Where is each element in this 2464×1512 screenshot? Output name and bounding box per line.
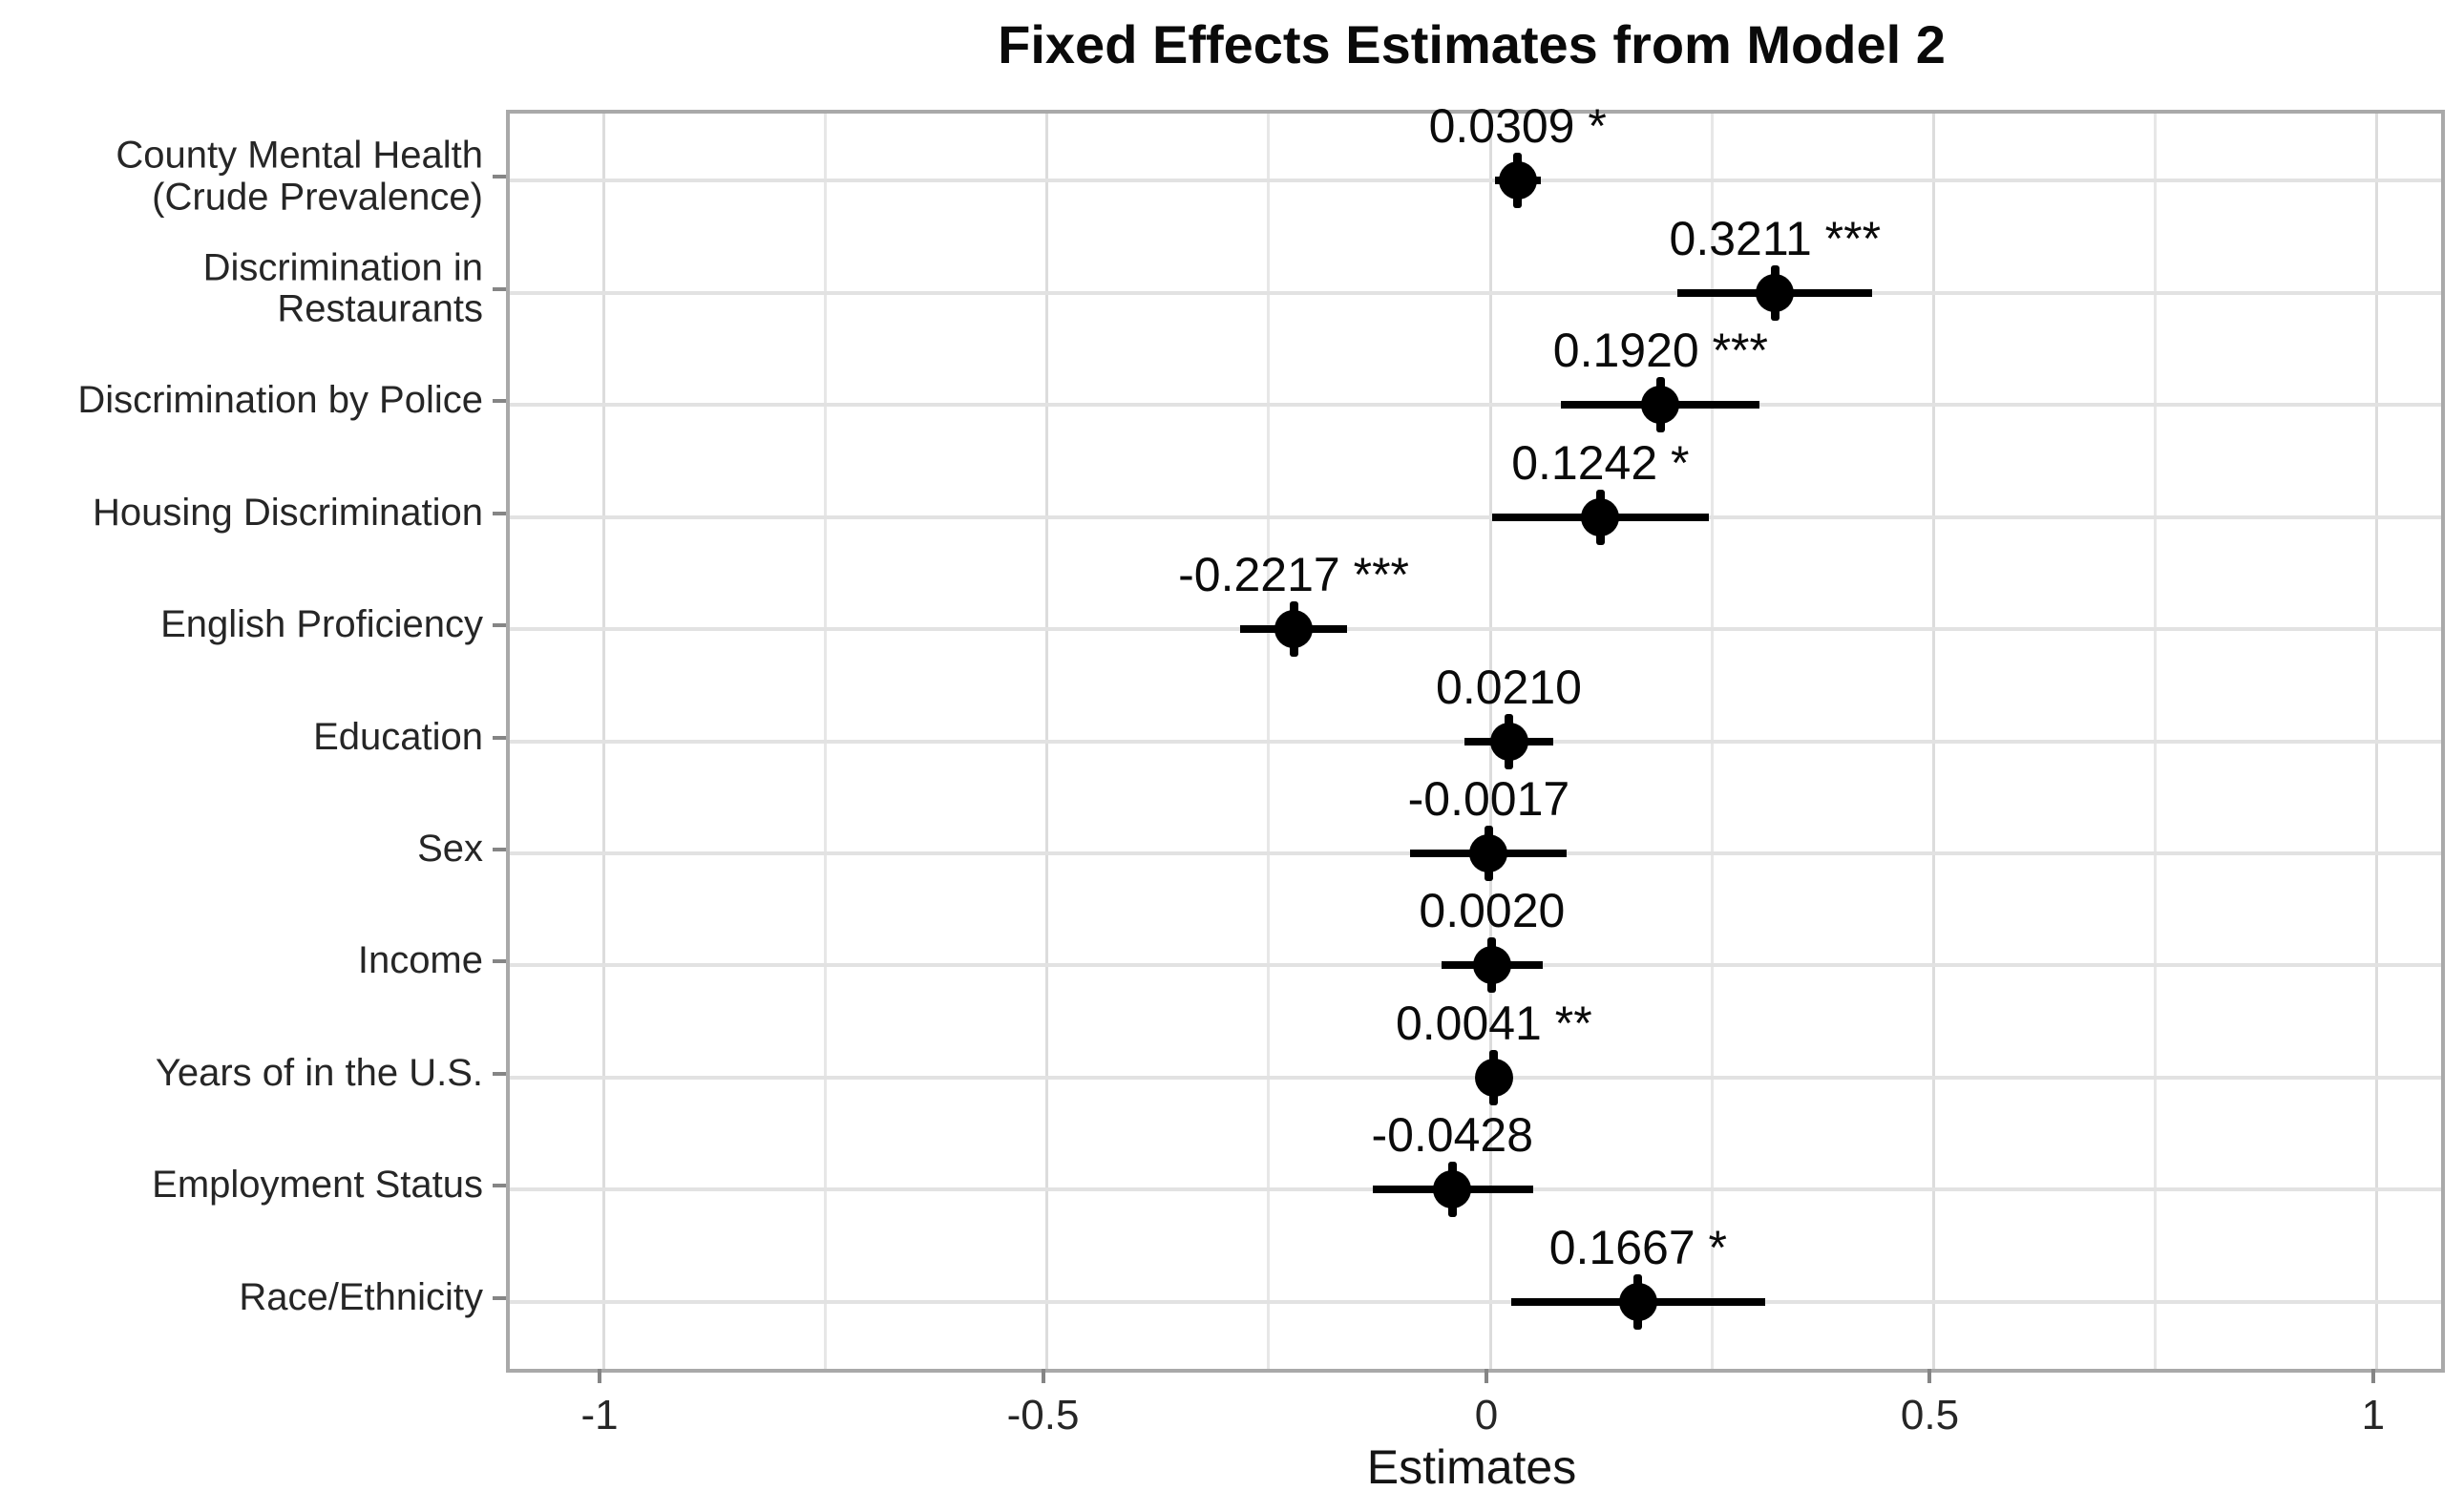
estimate-value-label: 0.1667 * bbox=[1548, 1220, 1727, 1274]
x-axis-tick bbox=[1927, 1369, 1932, 1383]
plot-title: Fixed Effects Estimates from Model 2 bbox=[998, 14, 1946, 74]
x-axis-tick-label: -0.5 bbox=[1006, 1392, 1080, 1438]
y-axis-tick bbox=[493, 175, 506, 179]
y-axis-tick bbox=[493, 511, 506, 515]
estimate-point bbox=[1489, 722, 1528, 761]
row-gridline bbox=[510, 627, 2441, 632]
x-axis-tick bbox=[598, 1369, 602, 1383]
y-axis-tick bbox=[493, 847, 506, 851]
estimate-point bbox=[1498, 161, 1537, 200]
y-axis-category-label: Discrimination by Police bbox=[77, 379, 483, 422]
estimate-point bbox=[1474, 1058, 1513, 1097]
y-axis-tick bbox=[493, 399, 506, 404]
x-axis-tick-label: 0.5 bbox=[1900, 1392, 1960, 1438]
y-axis-category-label: Race/Ethnicity bbox=[239, 1275, 483, 1318]
x-axis-tick bbox=[2370, 1369, 2375, 1383]
estimate-value-label: -0.2217 *** bbox=[1178, 548, 1409, 602]
y-axis-tick bbox=[493, 286, 506, 291]
row-gridline bbox=[510, 403, 2441, 408]
estimate-value-label: 0.0020 bbox=[1419, 884, 1566, 938]
x-axis-tick bbox=[1041, 1369, 1045, 1383]
x-axis-tick bbox=[1485, 1369, 1488, 1383]
y-axis-category-label: County Mental Health (Crude Prevalence) bbox=[116, 134, 483, 219]
y-axis-tick bbox=[493, 1071, 506, 1076]
y-axis-tick bbox=[493, 735, 506, 740]
estimate-point bbox=[1618, 1282, 1657, 1321]
estimate-point bbox=[1641, 386, 1680, 425]
y-axis-category-label: Sex bbox=[417, 828, 483, 871]
estimate-value-label: 0.3211 *** bbox=[1669, 211, 1882, 265]
estimate-value-label: 0.0210 bbox=[1436, 660, 1582, 714]
x-axis-tick-label: 0 bbox=[1474, 1392, 1499, 1438]
estimate-point bbox=[1756, 273, 1795, 312]
estimate-point bbox=[1274, 610, 1314, 649]
estimate-value-label: 0.1920 *** bbox=[1552, 324, 1768, 378]
y-axis-category-label: Employment Status bbox=[152, 1164, 483, 1207]
row-gridline bbox=[510, 178, 2441, 183]
x-axis-title: Estimates bbox=[1366, 1440, 1577, 1494]
y-axis-category-label: Education bbox=[313, 715, 483, 758]
estimate-value-label: 0.0041 ** bbox=[1395, 996, 1592, 1050]
y-axis-category-label: Income bbox=[357, 939, 483, 982]
row-gridline bbox=[510, 514, 2441, 519]
estimate-point bbox=[1472, 946, 1511, 985]
estimate-point bbox=[1433, 1170, 1472, 1209]
y-axis-category-label: Discrimination in Restaurants bbox=[202, 246, 483, 330]
estimate-point bbox=[1581, 497, 1620, 536]
row-gridline bbox=[510, 290, 2441, 295]
estimate-value-label: -0.0017 bbox=[1407, 771, 1570, 826]
row-gridline bbox=[510, 1299, 2441, 1304]
y-axis-tick bbox=[493, 1295, 506, 1300]
y-axis-category-label: Years of in the U.S. bbox=[155, 1051, 483, 1094]
y-axis-tick bbox=[493, 623, 506, 628]
y-axis-tick bbox=[493, 959, 506, 964]
estimate-value-label: 0.1242 * bbox=[1511, 435, 1690, 490]
plot-panel: 0.0309 * 0.3211 *** 0.1920 *** 0.1242 * -0.2… bbox=[506, 102, 2445, 1373]
estimate-value-label: -0.0428 bbox=[1371, 1108, 1534, 1163]
estimate-value-label: 0.0309 * bbox=[1428, 99, 1607, 154]
x-axis-tick-label: -1 bbox=[580, 1392, 619, 1438]
y-axis-category-label: English Proficiency bbox=[160, 603, 483, 646]
estimate-point bbox=[1469, 833, 1508, 872]
y-axis-category-label: Housing Discrimination bbox=[92, 491, 483, 534]
y-axis-tick bbox=[493, 1184, 506, 1188]
x-axis-tick-label: 1 bbox=[2361, 1392, 2386, 1438]
